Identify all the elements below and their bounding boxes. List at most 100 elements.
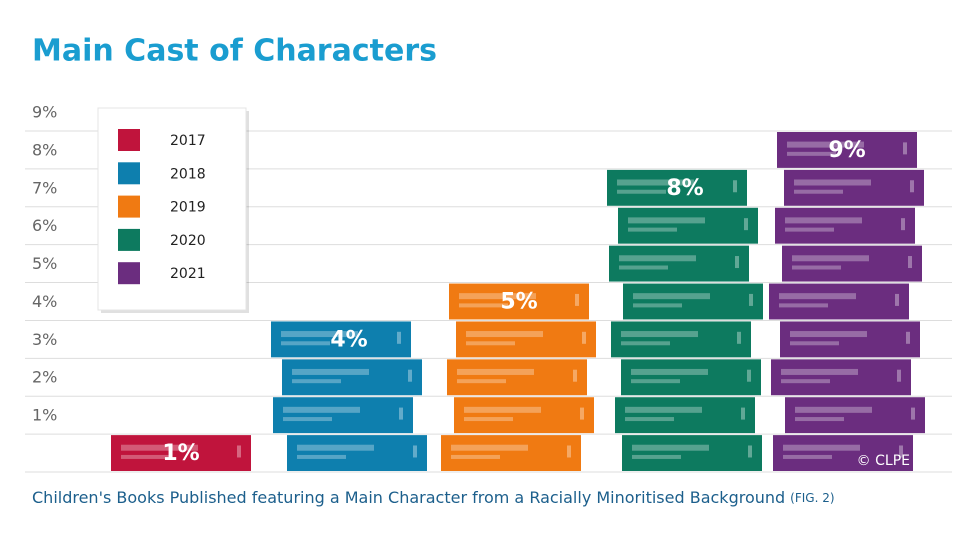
- book: [282, 359, 422, 396]
- book-spine: [899, 445, 903, 458]
- book-stripe: [619, 265, 668, 270]
- book: [618, 207, 758, 244]
- chart-title: Main Cast of Characters: [32, 34, 437, 69]
- book-spine: [897, 369, 901, 382]
- value-label: 8%: [666, 176, 703, 201]
- book-stripe: [631, 368, 708, 375]
- book-stripe: [617, 179, 694, 186]
- legend-swatch: [118, 262, 140, 285]
- book-stripe: [451, 444, 528, 451]
- book: [784, 169, 924, 206]
- book: [287, 435, 427, 471]
- legend-label: 2019: [170, 200, 206, 216]
- book-spine: [744, 218, 748, 231]
- book-stripe: [779, 303, 828, 308]
- book-spine: [901, 218, 905, 231]
- book-stripe: [621, 341, 670, 346]
- book-stripe: [794, 179, 871, 186]
- book-stripe: [466, 331, 543, 338]
- book-stripe: [794, 189, 843, 194]
- book-spine: [737, 331, 741, 344]
- book-stripe: [790, 331, 867, 338]
- book-spine: [741, 407, 745, 420]
- bar: [441, 283, 596, 471]
- book-spine: [413, 445, 417, 458]
- y-tick-label: 1%: [32, 406, 57, 425]
- book-stripe: [283, 406, 360, 413]
- book: [780, 321, 920, 358]
- legend-swatch: [118, 162, 140, 185]
- book: [449, 283, 589, 320]
- book-spine: [911, 407, 915, 420]
- book-stripe: [625, 406, 702, 413]
- book: [454, 397, 594, 434]
- book-spine: [903, 142, 907, 155]
- book: [771, 359, 911, 396]
- book-stripe: [779, 293, 856, 300]
- book-stripe: [457, 368, 534, 375]
- book-stripe: [783, 454, 832, 459]
- book: [785, 397, 925, 434]
- book: [271, 321, 411, 358]
- bar: [271, 321, 427, 471]
- legend-swatch: [118, 129, 140, 151]
- book-stripe: [619, 255, 696, 262]
- book-stripe: [628, 227, 677, 232]
- book: [456, 321, 596, 358]
- book-stripe: [292, 379, 341, 384]
- book-spine: [573, 369, 577, 382]
- credit: © CLPE: [857, 453, 910, 469]
- book: [615, 397, 755, 434]
- book-stripe: [795, 417, 844, 422]
- book-stripe: [297, 454, 346, 459]
- book: [607, 169, 747, 206]
- book-stripe: [792, 255, 869, 262]
- book-stripe: [466, 341, 515, 346]
- book: [447, 359, 587, 396]
- book-stripe: [459, 303, 508, 308]
- book-stripe: [785, 227, 834, 232]
- book-stripe: [628, 217, 705, 224]
- book-stripe: [281, 331, 358, 338]
- book-stripe: [792, 265, 841, 270]
- book-spine: [908, 256, 912, 269]
- book-stripe: [787, 151, 836, 156]
- book: [622, 435, 762, 471]
- y-tick-label: 2%: [32, 368, 57, 387]
- book-spine: [906, 331, 910, 344]
- book-spine: [895, 293, 899, 306]
- y-tick-label: 8%: [32, 140, 57, 159]
- book-stripe: [297, 444, 374, 451]
- book-spine: [749, 293, 753, 306]
- book: [777, 132, 917, 168]
- value-label: 1%: [162, 441, 199, 466]
- book-spine: [408, 369, 412, 382]
- book-stripe: [795, 406, 872, 413]
- legend: 2017 2018 2019 2020 2021: [97, 107, 249, 313]
- y-tick-label: 3%: [32, 330, 57, 349]
- bar: [111, 435, 251, 471]
- book-stripe: [464, 417, 513, 422]
- value-label: 4%: [330, 327, 367, 352]
- book-spine: [580, 407, 584, 420]
- legend-label: 2020: [170, 233, 206, 249]
- book-stripe: [121, 454, 170, 459]
- book-spine: [910, 180, 914, 193]
- book-stripe: [625, 417, 674, 422]
- book-spine: [237, 445, 241, 458]
- book-stripe: [631, 379, 680, 384]
- book-spine: [747, 369, 751, 382]
- book: [773, 435, 913, 471]
- bar: [769, 132, 925, 471]
- y-tick-label: 9%: [32, 103, 57, 122]
- book-stripe: [632, 444, 709, 451]
- y-tick-label: 7%: [32, 178, 57, 197]
- book: [623, 283, 763, 320]
- legend-swatch: [118, 228, 140, 251]
- book: [609, 245, 749, 282]
- book-stripe: [617, 189, 666, 194]
- book-stripe: [283, 417, 332, 422]
- legend-label: 2018: [170, 166, 206, 182]
- book-stripe: [633, 293, 710, 300]
